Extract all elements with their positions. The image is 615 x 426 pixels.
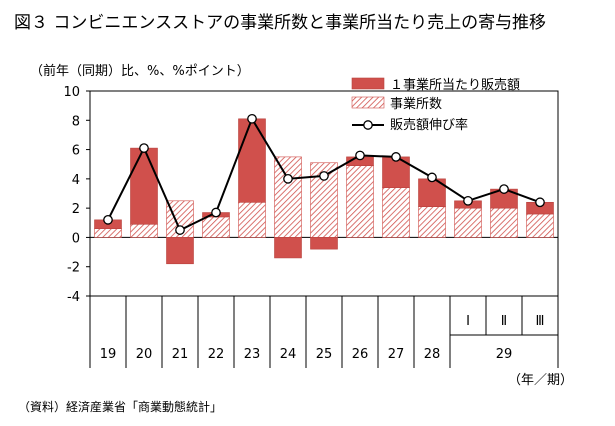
bar-store-count [418,206,446,238]
point-sales-growth [139,143,149,153]
legend-label-sales-growth: 販売額伸び率 [390,117,468,133]
bar-sales-per-store [166,237,194,265]
bar-store-count [490,207,518,238]
x-unit-label: （年／期） [508,373,573,388]
bar-store-count [238,201,266,238]
y-tick-label: -2 [67,261,80,276]
bar-store-count [346,165,374,238]
bar-store-count [382,187,410,238]
x-sub-tick-label: Ⅰ [466,314,470,329]
bar-store-count [526,213,554,238]
point-sales-growth [391,152,401,162]
x-tick-label: 28 [424,347,441,362]
x-sub-tick-label: Ⅱ [501,314,507,329]
point-sales-growth [355,150,365,161]
y-tick-label: 4 [72,173,80,188]
bar-store-count [202,216,230,238]
point-sales-growth [103,215,113,225]
legend-marker-sales-growth [363,120,373,130]
x-sub-tick-label: Ⅲ [536,314,545,329]
point-sales-growth [175,225,185,235]
x-tick-label: 19 [100,347,117,362]
x-tick-label: 21 [172,347,189,362]
point-sales-growth [535,197,545,208]
chart-title: 図３ コンビニエンスストアの事業所数と事業所当たり売上の寄与推移 [14,13,547,33]
bar-sales-per-store [130,147,158,225]
source-note: （資料）経済産業省「商業動態統計」 [18,400,223,414]
legend-swatch-store-count [351,96,385,109]
bar-store-count [94,228,122,238]
point-sales-growth [247,113,257,124]
bar-sales-per-store [238,118,266,203]
point-sales-growth [499,184,509,194]
point-sales-growth [463,195,473,206]
y-tick-label: 10 [63,85,80,100]
x-tick-label: 23 [244,347,261,362]
bar-store-count [274,156,302,238]
y-tick-label: 2 [72,202,80,217]
point-sales-growth [319,171,329,181]
point-sales-growth [427,172,437,183]
x-tick-label: 27 [388,347,405,362]
bar-store-count [130,223,158,238]
y-tick-label: 8 [72,114,80,129]
unit-label: （前年（同期）比、%、%ポイント） [30,64,250,79]
bar-sales-per-store [310,237,338,250]
legend-label-sales-per-store: １事業所当たり販売額 [390,77,520,93]
x-tick-label: 22 [208,347,225,362]
point-sales-growth [211,207,221,218]
x-tick-label: 25 [316,347,333,362]
y-tick-label: 0 [72,231,80,246]
x-tick-label: 29 [496,347,513,362]
x-tick-label: 24 [280,347,297,362]
x-tick-label: 26 [352,347,369,362]
x-tick-label: 20 [136,347,153,362]
legend-label-store-count: 事業所数 [390,96,442,112]
bar-sales-per-store [274,237,302,259]
bar-store-count [454,207,482,238]
y-tick-label: -4 [67,290,80,305]
legend-swatch-sales-per-store [351,77,385,90]
plot-frame [89,90,559,297]
point-sales-growth [283,174,293,184]
y-tick-label: 6 [72,144,80,159]
